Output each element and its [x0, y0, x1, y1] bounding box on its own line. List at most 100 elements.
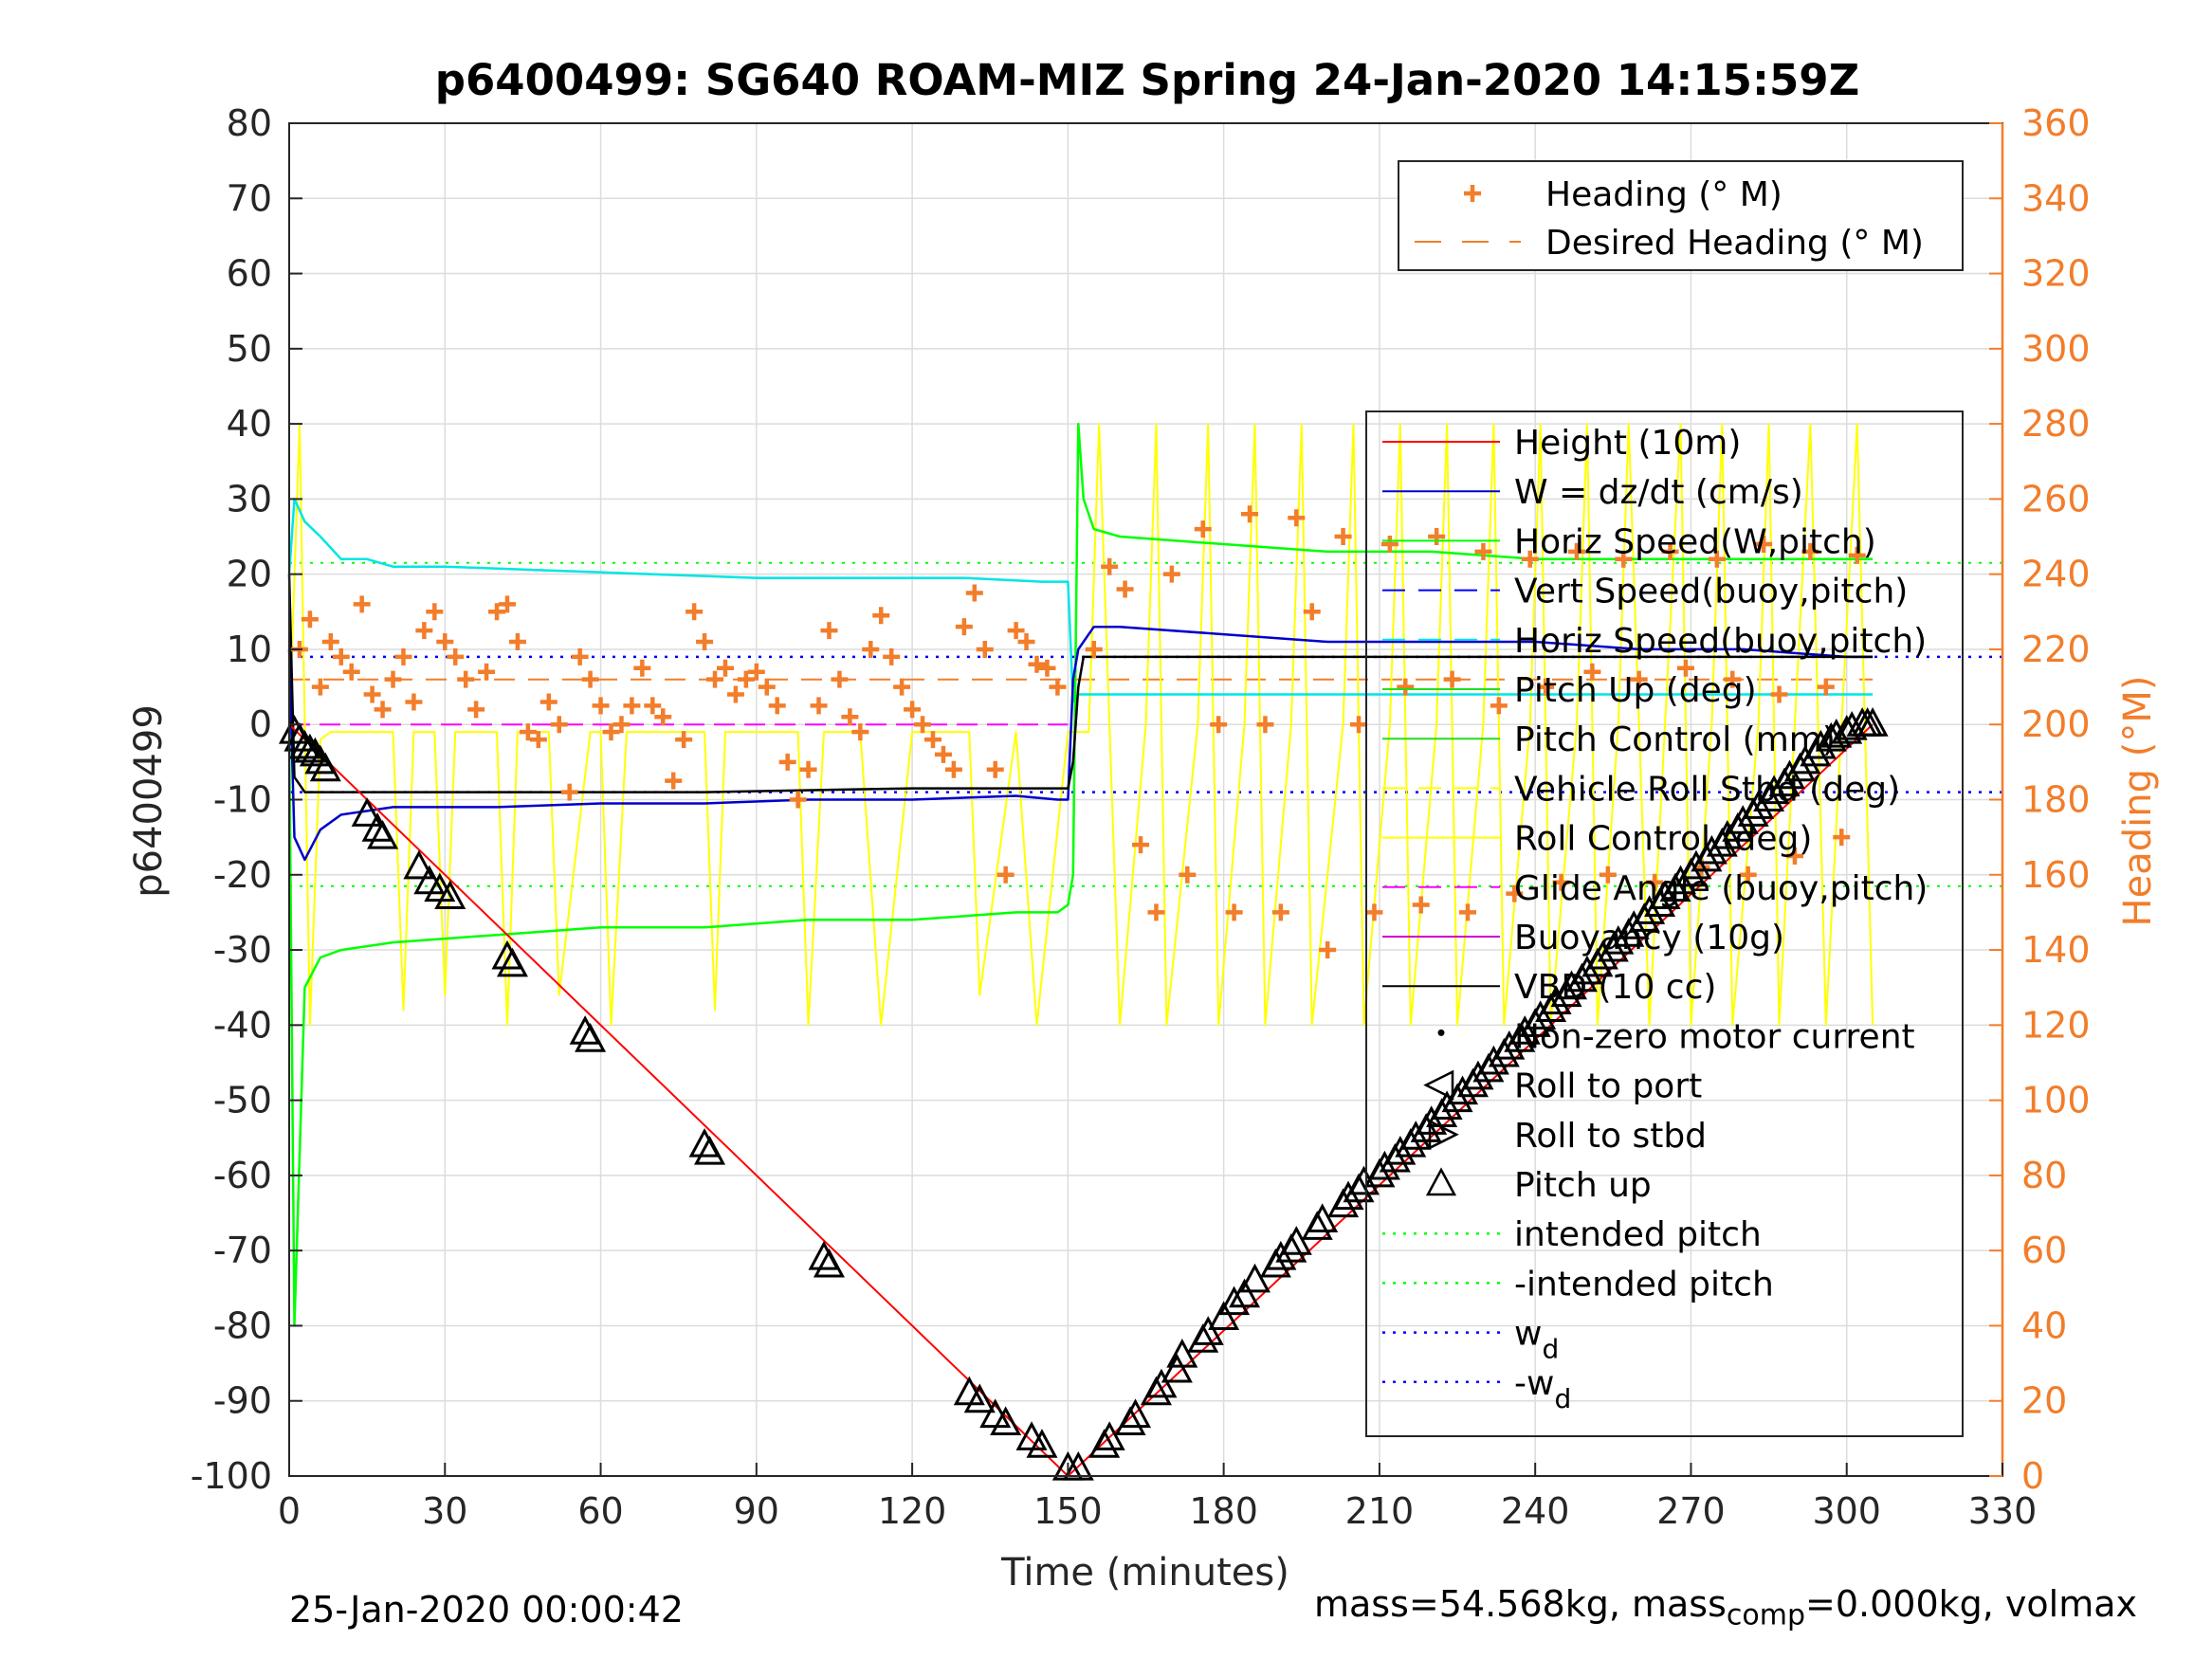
x-tick-label: 90 — [734, 1490, 779, 1532]
legend-entry-subscript: d — [1554, 1383, 1571, 1414]
y-right-tick-label: 260 — [2021, 478, 2091, 520]
pitch-up-marker — [1743, 790, 1775, 819]
heading-marker — [1443, 670, 1461, 688]
heading-marker — [1132, 836, 1150, 854]
heading-marker — [550, 716, 568, 734]
heading-marker — [872, 607, 890, 625]
heading-marker — [1646, 873, 1664, 891]
heading-marker — [405, 693, 423, 711]
heading-marker — [904, 701, 922, 719]
heading-marker — [1271, 903, 1289, 921]
heading-marker — [519, 723, 537, 741]
heading-marker — [1116, 580, 1134, 598]
pitch-up-marker — [1218, 1285, 1251, 1316]
y-right-tick-label: 40 — [2021, 1304, 2067, 1346]
pitch-up-marker — [990, 1406, 1022, 1436]
y-left-tick-label: 70 — [227, 177, 272, 219]
y-left-tick-label: 0 — [249, 703, 272, 745]
heading-marker — [394, 647, 412, 665]
heading-marker — [862, 640, 880, 658]
y-left-tick-label: -50 — [213, 1080, 272, 1121]
heading-marker — [799, 760, 817, 778]
y-right-tick-label: 0 — [2021, 1455, 2044, 1497]
pitch-up-marker — [1416, 1105, 1448, 1135]
x-tick-label: 180 — [1189, 1490, 1258, 1532]
x-axis-label: Time (minutes) — [1000, 1551, 1289, 1595]
y-right-tick-label: 180 — [2021, 779, 2091, 821]
heading-marker — [893, 678, 911, 696]
heading-marker — [1194, 520, 1212, 538]
pitch-up-marker — [1680, 849, 1712, 880]
x-tick-label: 30 — [422, 1490, 467, 1532]
pitch-up-marker — [813, 1248, 845, 1278]
legend-entry-label: Roll to stbd — [1514, 1117, 1707, 1156]
heading-marker — [1708, 550, 1726, 568]
heading-marker — [665, 772, 683, 790]
pitch-up-marker — [1695, 834, 1728, 865]
footer-mass-part2: =0.000kg, volmax — [1805, 1583, 2138, 1625]
legend-desired-heading-label: Desired Heading (° M) — [1545, 224, 1924, 263]
y-right-tick-label: 120 — [2021, 1004, 2091, 1046]
heading-marker — [1412, 896, 1430, 914]
y-left-tick-label: -40 — [213, 1004, 272, 1046]
heading-marker — [1397, 678, 1415, 696]
heading-marker — [654, 708, 672, 726]
heading-marker — [996, 866, 1015, 884]
legend-entry-subscript: d — [1542, 1334, 1559, 1365]
heading-marker — [737, 670, 755, 688]
pitch-up-marker — [1145, 1368, 1178, 1398]
heading-marker — [923, 731, 941, 749]
x-tick-label: 240 — [1501, 1490, 1570, 1532]
heading-marker — [426, 603, 444, 621]
heading-marker — [1599, 866, 1617, 884]
chart-title: p6400499: SG640 ROAM-MIZ Spring 24-Jan-2… — [435, 55, 1859, 105]
y-right-tick-label: 320 — [2021, 253, 2091, 295]
y-right-tick-label: 100 — [2021, 1080, 2091, 1121]
y-left-tick-label: 20 — [227, 554, 272, 595]
y-axis-right-label: Heading (°M) — [2116, 676, 2160, 927]
pitch-up-marker — [1602, 924, 1635, 955]
pitch-up-marker — [1758, 775, 1790, 805]
legend-entry-label: intended pitch — [1514, 1215, 1762, 1254]
legend-entry-label: Pitch Control (mm) — [1514, 720, 1836, 759]
heading-marker — [1459, 903, 1476, 921]
footer-timestamp: 25-Jan-2020 00:00:42 — [289, 1589, 684, 1631]
x-tick-label: 300 — [1812, 1490, 1881, 1532]
pitch-up-marker — [1525, 1000, 1557, 1030]
heading-marker — [1848, 546, 1866, 564]
heading-marker — [498, 595, 516, 613]
pitch-up-marker — [1062, 1450, 1094, 1481]
pitch-up-marker — [1399, 1121, 1432, 1150]
heading-marker — [1583, 663, 1601, 681]
horiz-speed-w-line — [287, 422, 1874, 1327]
heading-marker — [1319, 941, 1337, 959]
legend-entry-label: Horiz Speed(W,pitch) — [1514, 522, 1876, 561]
y-right-tick-label: 80 — [2021, 1155, 2067, 1196]
heading-marker — [1770, 685, 1788, 703]
legend-entry-label: Roll to port — [1514, 1067, 1702, 1106]
heading-marker — [955, 618, 973, 636]
heading-marker — [1256, 716, 1274, 734]
series-layer — [278, 422, 2002, 1481]
heading-marker — [1567, 542, 1585, 560]
legend-entry-label: -intended pitch — [1514, 1265, 1774, 1304]
x-tick-label: 210 — [1345, 1490, 1415, 1532]
heading-marker — [581, 670, 599, 688]
heading-marker — [374, 701, 392, 719]
heading-marker — [986, 760, 1004, 778]
y-right-tick-label: 300 — [2021, 328, 2091, 370]
heading-marker — [508, 633, 526, 651]
pitch-up-marker — [367, 819, 399, 849]
heading-marker — [1179, 866, 1197, 884]
y-right-tick-label: 240 — [2021, 554, 2091, 595]
pitch-up-marker — [1618, 910, 1650, 939]
pitch-up-marker — [1711, 819, 1744, 849]
heading-marker — [1506, 884, 1524, 902]
legend-main-box — [1365, 410, 1964, 1437]
y-right-tick-label: 140 — [2021, 929, 2091, 971]
heading-marker — [851, 723, 869, 741]
pitch-up-marker — [1856, 707, 1889, 737]
heading-marker — [831, 670, 849, 688]
y-left-tick-label: -70 — [213, 1230, 272, 1271]
heading-marker — [1785, 847, 1803, 865]
